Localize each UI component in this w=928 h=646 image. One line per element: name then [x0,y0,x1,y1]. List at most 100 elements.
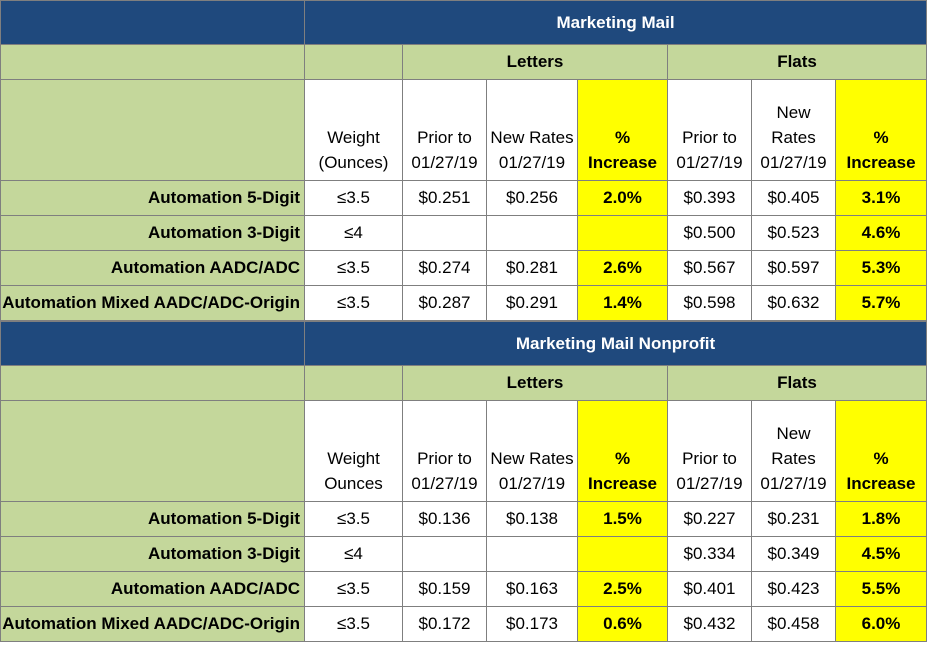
header-text-line: 01/27/19 [498,153,566,172]
header-text-line: Increase [588,474,657,493]
table-row: Automation AADC/ADC ≤3.5 $0.274 $0.281 2.6% $… [0,250,928,286]
letters-new-cell: $0.281 [486,250,578,286]
letters-new-header: New Rates 01/27/19 [486,400,578,502]
flats-prior-header: Prior to 01/27/19 [667,79,752,181]
section-title: Marketing Mail [303,0,928,45]
header-text-line: 01/27/19 [411,153,478,172]
row-label: Automation 3-Digit [0,215,305,251]
letters-new-cell: $0.256 [486,180,578,216]
flats-prior-cell: $0.334 [667,536,752,572]
weight-cell: ≤4 [304,536,403,572]
row-label: Automation Mixed AADC/ADC-Origin [0,285,305,321]
flats-new-header: New Rates 01/27/19 [751,79,836,181]
group-spacer-cell [0,365,305,401]
table-row: Automation 3-Digit ≤4 $0.334 $0.349 4.5% [0,536,928,572]
header-text-line: New Rates [490,449,574,468]
table-row: Automation AADC/ADC ≤3.5 $0.159 $0.163 2.5% $… [0,571,928,607]
letters-prior-header: Prior to 01/27/19 [402,79,487,181]
weight-header: Weight Ounces [304,400,403,502]
group-spacer-cell [0,44,305,80]
flats-pct-cell: 1.8% [834,501,928,537]
flats-pct-header: % Increase [834,79,928,181]
flats-pct-cell: 5.5% [834,571,928,607]
header-text-line: Increase [846,474,916,493]
title-row: Marketing Mail Nonprofit [0,321,928,366]
flats-pct-cell: 5.3% [834,250,928,286]
letters-pct-cell: 2.6% [577,250,668,286]
letters-group-header: Letters [402,365,668,401]
flats-pct-header: % Increase [834,400,928,502]
flats-prior-cell: $0.598 [667,285,752,321]
flats-new-cell: $0.405 [751,180,836,216]
flats-new-cell: $0.597 [751,250,836,286]
letters-new-cell [486,215,578,251]
letters-prior-cell: $0.136 [402,501,487,537]
header-text-line: New Rates [490,128,574,147]
header-text-line: Ounces [324,474,383,493]
weight-cell: ≤3.5 [304,571,403,607]
header-spacer-cell [0,79,305,181]
flats-new-cell: $0.231 [751,501,836,537]
header-text-line: Increase [846,153,916,172]
flats-prior-cell: $0.567 [667,250,752,286]
letters-prior-cell: $0.159 [402,571,487,607]
flats-new-cell: $0.458 [751,606,836,642]
column-header-row: Weight Ounces Prior to 01/27/19 New Rates 01/… [0,400,928,502]
flats-group-header: Flats [666,44,928,80]
flats-prior-cell: $0.227 [667,501,752,537]
letters-new-header: New Rates 01/27/19 [486,79,578,181]
letters-pct-cell: 2.0% [577,180,668,216]
header-text-line: Prior to [417,128,472,147]
group-header-row: Letters Flats [0,44,928,80]
weight-cell: ≤3.5 [304,606,403,642]
weight-cell: ≤4 [304,215,403,251]
header-text-line: 01/27/19 [411,474,478,493]
flats-new-cell: $0.523 [751,215,836,251]
letters-pct-cell [577,536,668,572]
flats-prior-cell: $0.432 [667,606,752,642]
weight-cell: ≤3.5 [304,180,403,216]
letters-pct-cell: 1.5% [577,501,668,537]
header-text-line: % [873,449,889,468]
letters-new-cell: $0.291 [486,285,578,321]
letters-prior-cell [402,536,487,572]
row-label: Automation 3-Digit [0,536,305,572]
row-label: Automation Mixed AADC/ADC-Origin [0,606,305,642]
letters-pct-cell: 0.6% [577,606,668,642]
title-spacer-cell [0,0,305,45]
weight-cell: ≤3.5 [304,250,403,286]
header-text-line: New [776,103,811,122]
letters-pct-cell [577,215,668,251]
header-text-line: Increase [588,153,657,172]
flats-prior-cell: $0.393 [667,180,752,216]
header-text-line: Weight [327,128,380,147]
header-text-line: 01/27/19 [676,474,743,493]
letters-prior-cell: $0.172 [402,606,487,642]
header-text-line: Prior to [682,128,737,147]
flats-pct-cell: 4.5% [834,536,928,572]
row-label: Automation 5-Digit [0,180,305,216]
group-spacer-cell [304,44,403,80]
flats-pct-cell: 5.7% [834,285,928,321]
header-text-line: % [873,128,889,147]
letters-pct-cell: 2.5% [577,571,668,607]
group-spacer-cell [304,365,403,401]
weight-cell: ≤3.5 [304,285,403,321]
row-label: Automation AADC/ADC [0,571,305,607]
table-row: Automation Mixed AADC/ADC-Origin ≤3.5 $0.1… [0,606,928,642]
table-row: Automation 3-Digit ≤4 $0.500 $0.523 4.6% [0,215,928,251]
flats-pct-cell: 6.0% [834,606,928,642]
letters-new-cell: $0.173 [486,606,578,642]
flats-prior-cell: $0.401 [667,571,752,607]
flats-new-cell: $0.632 [751,285,836,321]
group-header-row: Letters Flats [0,365,928,401]
header-text-line: Prior to [417,449,472,468]
header-text-line: (Ounces) [318,153,389,172]
table-row: Automation 5-Digit ≤3.5 $0.136 $0.138 1.5% $0… [0,501,928,537]
letters-new-cell [486,536,578,572]
flats-prior-header: Prior to 01/27/19 [667,400,752,502]
column-header-row: Weight (Ounces) Prior to 01/27/19 New Rates 0… [0,79,928,181]
weight-header: Weight (Ounces) [304,79,403,181]
flats-new-cell: $0.423 [751,571,836,607]
